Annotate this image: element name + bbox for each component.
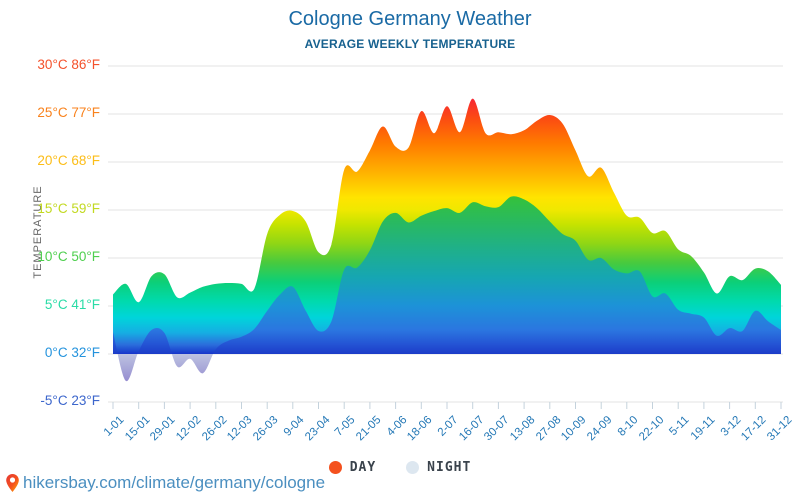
night-area-above-zero (113, 196, 781, 354)
legend-item-day[interactable]: DAY (328, 459, 377, 475)
footer-link[interactable]: hikersbay.com/climate/germany/cologne (23, 473, 326, 492)
y-tick-label: 20°C 68°F (37, 153, 100, 168)
legend-label-day: DAY (349, 459, 377, 475)
y-axis-title: TEMPERATURE (32, 185, 44, 279)
y-tick-label: 0°C 32°F (44, 345, 100, 360)
chart-legend: DAY NIGHT (0, 458, 800, 476)
footer: hikersbay.com/climate/germany/cologne (5, 473, 325, 493)
legend-label-night: NIGHT (427, 459, 472, 475)
y-tick-label: 10°C 50°F (37, 249, 100, 264)
day-legend-dot-icon (328, 460, 342, 474)
y-tick-label: 15°C 59°F (37, 201, 100, 216)
y-tick-label: 25°C 77°F (37, 105, 100, 120)
page-title: Cologne Germany Weather (288, 8, 532, 30)
y-tick-label: 30°C 86°F (37, 57, 100, 72)
y-tick-label: 5°C 41°F (44, 297, 100, 312)
legend-item-night[interactable]: NIGHT (406, 460, 471, 475)
night-area-below-zero (113, 354, 781, 381)
y-tick-label: -5°C 23°F (40, 393, 100, 408)
night-legend-dot-icon (406, 460, 420, 474)
chart-subtitle: AVERAGE WEEKLY TEMPERATURE (304, 37, 516, 51)
location-pin-icon (6, 474, 19, 492)
